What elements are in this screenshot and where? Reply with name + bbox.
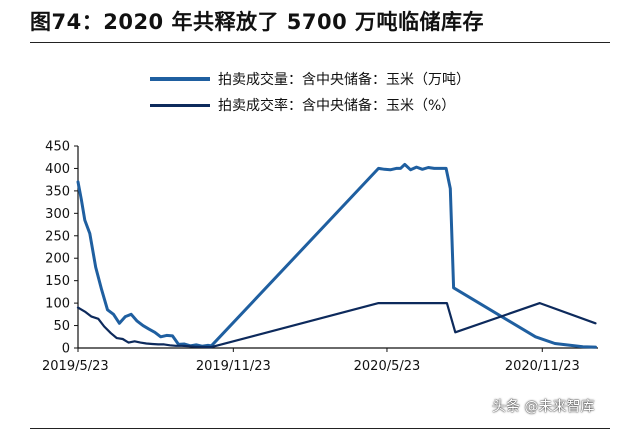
y-tick-label: 250 (45, 229, 70, 244)
x-tick-label: 2020/11/23 (505, 359, 580, 374)
x-tick-label: 2019/11/23 (196, 359, 271, 374)
watermark: 头条 @未来智库 (492, 399, 595, 415)
legend-swatch-volume (150, 77, 210, 81)
y-tick-label: 150 (45, 274, 70, 289)
bottom-divider (30, 428, 610, 429)
y-tick-label: 50 (53, 319, 70, 334)
chart-series (76, 162, 597, 349)
x-tick-label: 2020/5/23 (354, 359, 421, 374)
y-tick-label: 100 (45, 297, 70, 312)
y-tick-label: 450 (45, 140, 70, 155)
series-line-rate (76, 302, 597, 349)
y-tick-label: 0 (62, 342, 70, 357)
legend-item-rate: 拍卖成交率：含中央储备：玉米（%） (150, 92, 470, 118)
x-tick-label: 2019/5/23 (42, 359, 109, 374)
legend-label-volume: 拍卖成交量：含中央储备：玉米（万吨） (218, 72, 470, 88)
series-line-volume (76, 162, 597, 349)
y-tick-label: 400 (45, 162, 70, 177)
y-tick-label: 300 (45, 207, 70, 222)
title-divider (30, 42, 610, 43)
y-tick-label: 200 (45, 252, 70, 267)
chart-axes: 0 50 100 150 200 250 300 350 400 450 2019/5/23 2019… (42, 140, 598, 374)
legend-label-rate: 拍卖成交率：含中央储备：玉米（%） (218, 98, 456, 114)
y-tick-label: 350 (45, 184, 70, 199)
page-title: 图74：2020 年共释放了 5700 万吨临储库存 (30, 10, 485, 34)
legend-swatch-rate (150, 103, 210, 107)
legend-item-volume: 拍卖成交量：含中央储备：玉米（万吨） (150, 66, 470, 92)
chart-legend: 拍卖成交量：含中央储备：玉米（万吨） 拍卖成交率：含中央储备：玉米（%） (150, 66, 470, 118)
